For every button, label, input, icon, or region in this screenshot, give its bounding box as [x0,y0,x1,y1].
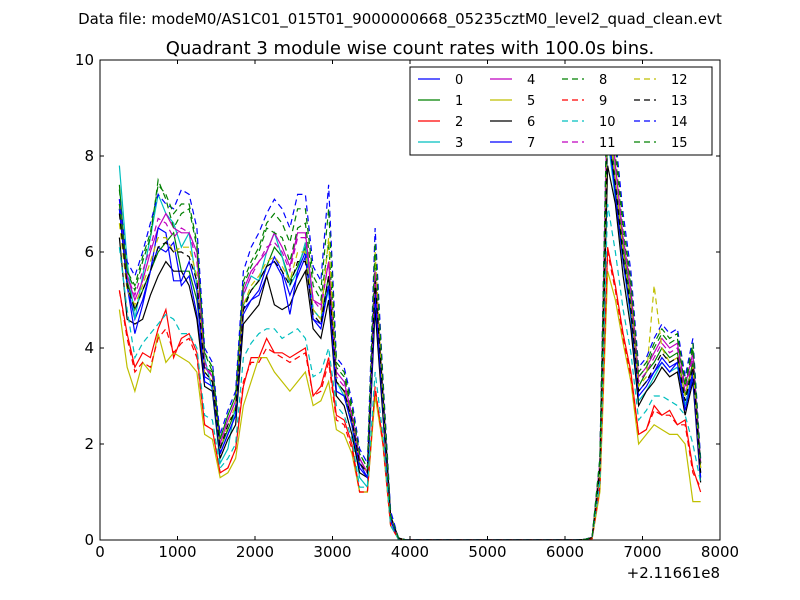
y-tick-label: 0 [84,531,94,549]
legend-label-8: 8 [599,73,607,88]
legend-label-2: 2 [455,115,463,130]
legend-label-15: 15 [671,136,688,151]
legend-label-12: 12 [671,73,688,88]
x-tick-label: 1000 [158,543,196,561]
y-tick-label: 4 [84,339,94,357]
legend-label-13: 13 [671,94,688,109]
legend-label-11: 11 [599,136,616,151]
legend-label-14: 14 [671,115,688,130]
x-tick-label: 0 [95,543,105,561]
x-tick-label: 7000 [623,543,661,561]
legend-label-3: 3 [455,136,463,151]
y-tick-label: 6 [84,243,94,261]
y-tick-label: 8 [84,147,94,165]
chart-suptitle: Data file: modeM0/AS1C01_015T01_90000006… [78,10,722,29]
x-tick-label: 5000 [468,543,506,561]
x-tick-label: 2000 [236,543,274,561]
series-line-9 [118,251,702,540]
series-line-7 [118,127,702,540]
y-tick-label: 10 [75,51,94,69]
x-tick-label: 3000 [313,543,351,561]
legend-label-5: 5 [527,94,535,109]
x-offset-label: +2.11661e8 [627,564,720,582]
y-tick-label: 2 [84,435,94,453]
series-line-13 [118,131,702,540]
chart-title: Quadrant 3 module wise count rates with … [166,38,655,59]
series-line-15 [118,74,702,540]
x-tick-label: 6000 [546,543,584,561]
legend-label-1: 1 [455,94,463,109]
legend-label-4: 4 [527,73,535,88]
legend-label-0: 0 [455,73,463,88]
legend-label-10: 10 [599,115,616,130]
series-line-10 [118,203,702,540]
x-tick-label: 8000 [701,543,739,561]
legend-frame [409,66,713,156]
legend-label-9: 9 [599,94,607,109]
x-tick-label: 4000 [391,543,429,561]
legend-label-7: 7 [527,136,535,151]
legend-label-6: 6 [527,115,535,130]
series-line-5 [118,271,701,540]
series-layer [118,69,702,540]
